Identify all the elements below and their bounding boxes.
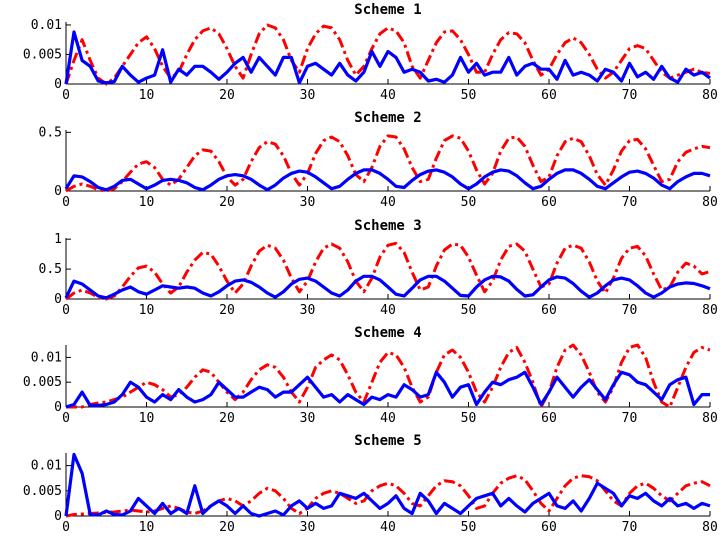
y-tick-label: 0: [54, 292, 62, 307]
series-line-red-dashdot: [66, 243, 710, 299]
x-tick-label: 0: [62, 195, 70, 210]
x-tick-label: 70: [622, 520, 638, 535]
x-tick-label: 70: [622, 411, 638, 426]
chart-panel-4: Scheme 4 0 10 20 30 40 50 60 70 80 0 0.005 0.01: [23, 325, 718, 426]
x-tick-label: 20: [219, 303, 235, 318]
y-tick-label: 0: [54, 184, 62, 199]
x-tick-label: 30: [300, 195, 316, 210]
x-tick-label: 80: [702, 411, 718, 426]
chart-panel-3: Scheme 3 0 10 20 30 40 50 60 70 80 0 0.5 1: [39, 218, 718, 318]
chart-title: Scheme 1: [354, 2, 421, 18]
x-tick-label: 10: [139, 520, 155, 535]
series-line-blue-solid: [66, 32, 710, 84]
y-tick-label: 0.01: [31, 350, 62, 365]
y-tick-label: 0.005: [23, 484, 62, 499]
x-tick-label: 50: [461, 303, 477, 318]
chart-title: Scheme 2: [354, 110, 421, 126]
x-tick-label: 50: [461, 88, 477, 103]
x-tick-label: 50: [461, 411, 477, 426]
x-tick-label: 80: [702, 303, 718, 318]
x-tick-label: 10: [139, 411, 155, 426]
chart-panel-2: Scheme 2 0 10 20 30 40 50 60 70 80 0 0.5: [39, 110, 718, 210]
x-tick-label: 70: [622, 195, 638, 210]
x-tick-label: 60: [541, 520, 557, 535]
x-tick-label: 60: [541, 195, 557, 210]
y-tick-label: 0: [54, 509, 62, 524]
x-tick-label: 60: [541, 303, 557, 318]
x-tick-label: 50: [461, 520, 477, 535]
y-tick-label: 0.005: [23, 47, 62, 62]
y-tick-label: 0: [54, 400, 62, 415]
x-tick-label: 80: [702, 195, 718, 210]
x-tick-label: 20: [219, 88, 235, 103]
x-tick-label: 30: [300, 88, 316, 103]
series-line-blue-solid: [66, 455, 710, 517]
x-tick-label: 20: [219, 411, 235, 426]
chart-title: Scheme 5: [354, 433, 421, 449]
y-tick-label: 0.01: [31, 459, 62, 474]
x-tick-label: 0: [62, 88, 70, 103]
y-tick-label: 0.5: [39, 125, 62, 140]
chart-title: Scheme 4: [354, 325, 421, 341]
y-tick-label: 0.005: [23, 375, 62, 390]
x-tick-label: 60: [541, 411, 557, 426]
x-tick-label: 80: [702, 88, 718, 103]
x-tick-label: 20: [219, 520, 235, 535]
y-tick-label: 1: [54, 232, 62, 247]
x-tick-label: 20: [219, 195, 235, 210]
x-tick-label: 30: [300, 520, 316, 535]
x-tick-label: 30: [300, 411, 316, 426]
series-line-red-dashdot: [66, 345, 710, 407]
x-tick-label: 40: [380, 520, 396, 535]
x-tick-label: 0: [62, 303, 70, 318]
chart-panel-1: Scheme 1 0 10 20 30 40 50 60 70 80 0 0.005 0.01: [23, 2, 718, 103]
x-tick-label: 10: [139, 195, 155, 210]
x-tick-label: 0: [62, 520, 70, 535]
x-tick-label: 10: [139, 303, 155, 318]
x-tick-label: 30: [300, 303, 316, 318]
x-tick-label: 70: [622, 88, 638, 103]
y-tick-label: 0.01: [31, 18, 62, 33]
x-tick-label: 80: [702, 520, 718, 535]
x-tick-label: 50: [461, 195, 477, 210]
y-tick-label: 0: [54, 77, 62, 92]
x-tick-label: 60: [541, 88, 557, 103]
x-tick-label: 10: [139, 88, 155, 103]
x-tick-label: 40: [380, 88, 396, 103]
y-tick-label: 0.5: [39, 262, 62, 277]
x-tick-label: 40: [380, 411, 396, 426]
chart-panel-5: Scheme 5 0 10 20 30 40 50 60 70 80 0 0.005 0.01: [23, 433, 718, 535]
chart-title: Scheme 3: [354, 218, 421, 234]
x-tick-label: 40: [380, 303, 396, 318]
x-tick-label: 70: [622, 303, 638, 318]
x-tick-label: 40: [380, 195, 396, 210]
x-tick-label: 0: [62, 411, 70, 426]
